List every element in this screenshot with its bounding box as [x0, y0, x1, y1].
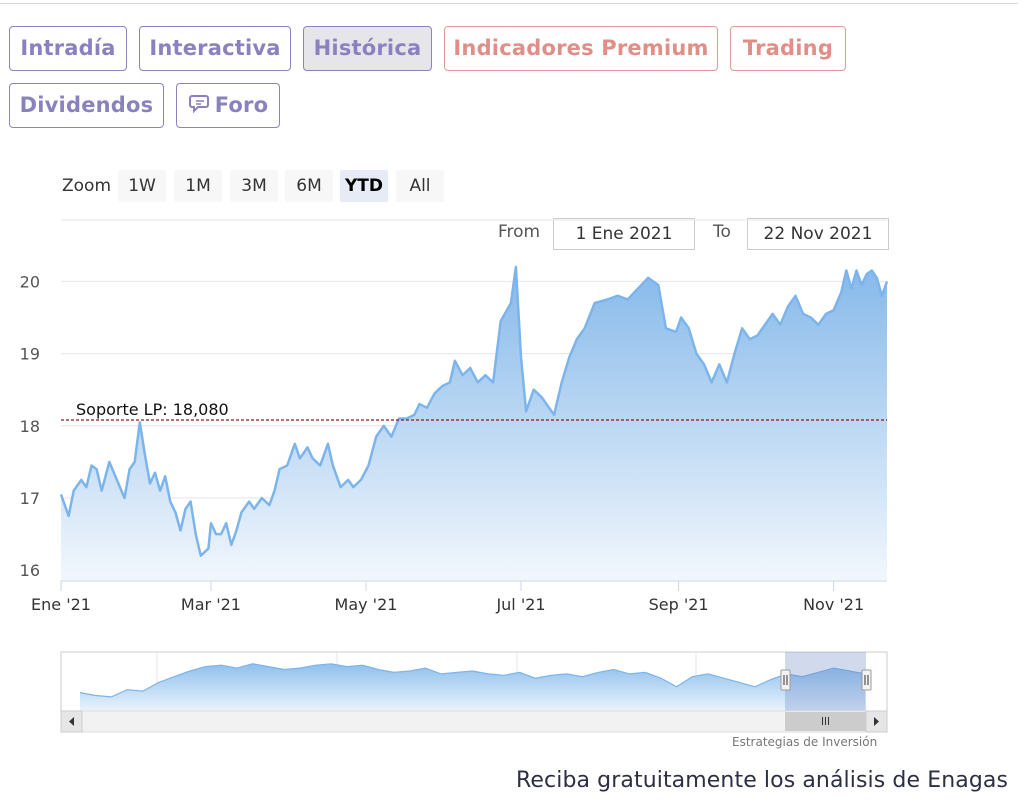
scrollbar-track: [60, 710, 888, 733]
promo-text[interactable]: Reciba gratuitamente los análisis de Ena…: [516, 768, 1009, 793]
tab-intradia[interactable]: Intradía: [9, 26, 127, 71]
tab-label: Histórica: [313, 36, 422, 60]
top-divider: [0, 3, 1018, 4]
range-from-input[interactable]: 1 Ene 2021: [553, 218, 695, 250]
y-tick-label: 18: [20, 417, 40, 436]
series-line: [59, 265, 889, 557]
navigator-line: [79, 663, 866, 698]
y-tick-label: 19: [20, 345, 40, 364]
navigator-handle-right[interactable]: [861, 669, 872, 691]
zoom-label: Zoom: [62, 176, 112, 196]
tab-label: Dividendos: [19, 93, 154, 117]
range-to-label: To: [713, 222, 731, 242]
tab-dividendos[interactable]: Dividendos: [9, 83, 164, 128]
tab-label: Interactiva: [149, 36, 281, 60]
x-tick-label: Nov '21: [803, 595, 864, 614]
y-tick-label: 17: [20, 489, 40, 508]
x-tick-label: May '21: [335, 595, 398, 614]
tab-label: Trading: [742, 36, 834, 60]
y-tick-label: 16: [20, 561, 40, 580]
series-area: [61, 266, 887, 581]
chat-bubble-icon: [188, 88, 212, 114]
navigator-area: [80, 663, 865, 711]
tab-trading[interactable]: Trading: [730, 26, 846, 71]
navigator[interactable]: 2014201620182020: [0, 640, 1024, 740]
range-from-label: From: [498, 222, 541, 242]
zoom-all-button[interactable]: All: [396, 170, 444, 202]
x-tick-label: Ene '21: [31, 595, 91, 614]
zoom-1m-button[interactable]: 1M: [174, 170, 222, 202]
tab-historica[interactable]: Histórica: [303, 26, 432, 71]
zoom-6m-button[interactable]: 6M: [285, 170, 333, 202]
x-tick-label: Jul '21: [495, 595, 545, 614]
zoom-1w-button[interactable]: 1W: [118, 170, 166, 202]
range-to-input[interactable]: 22 Nov 2021: [747, 218, 889, 250]
price-chart: Soporte LP: 18,080 16 17 18 19 20 Ene '21 Mar …: [20, 219, 889, 614]
navigator-handle-left[interactable]: [780, 669, 791, 691]
tab-label: Foro: [214, 93, 269, 117]
navigator-selection[interactable]: [785, 652, 866, 711]
tab-label: Indicadores Premium: [453, 36, 709, 60]
chevron-right-icon: [874, 717, 879, 726]
tab-foro[interactable]: Foro: [176, 83, 280, 128]
chevron-left-icon: [69, 717, 74, 726]
x-tick-label: Sep '21: [649, 595, 709, 614]
tab-label: Intradía: [20, 36, 116, 60]
chart-credits[interactable]: Estrategias de Inversión: [732, 735, 878, 749]
zoom-ytd-button[interactable]: YTD: [340, 170, 388, 202]
y-tick-label: 20: [20, 272, 40, 291]
x-tick-label: Mar '21: [181, 595, 241, 614]
tab-indicadores-premium[interactable]: Indicadores Premium: [444, 26, 718, 71]
zoom-3m-button[interactable]: 3M: [230, 170, 278, 202]
support-line-label: Soporte LP: 18,080: [76, 400, 229, 419]
tab-interactiva[interactable]: Interactiva: [139, 26, 291, 71]
